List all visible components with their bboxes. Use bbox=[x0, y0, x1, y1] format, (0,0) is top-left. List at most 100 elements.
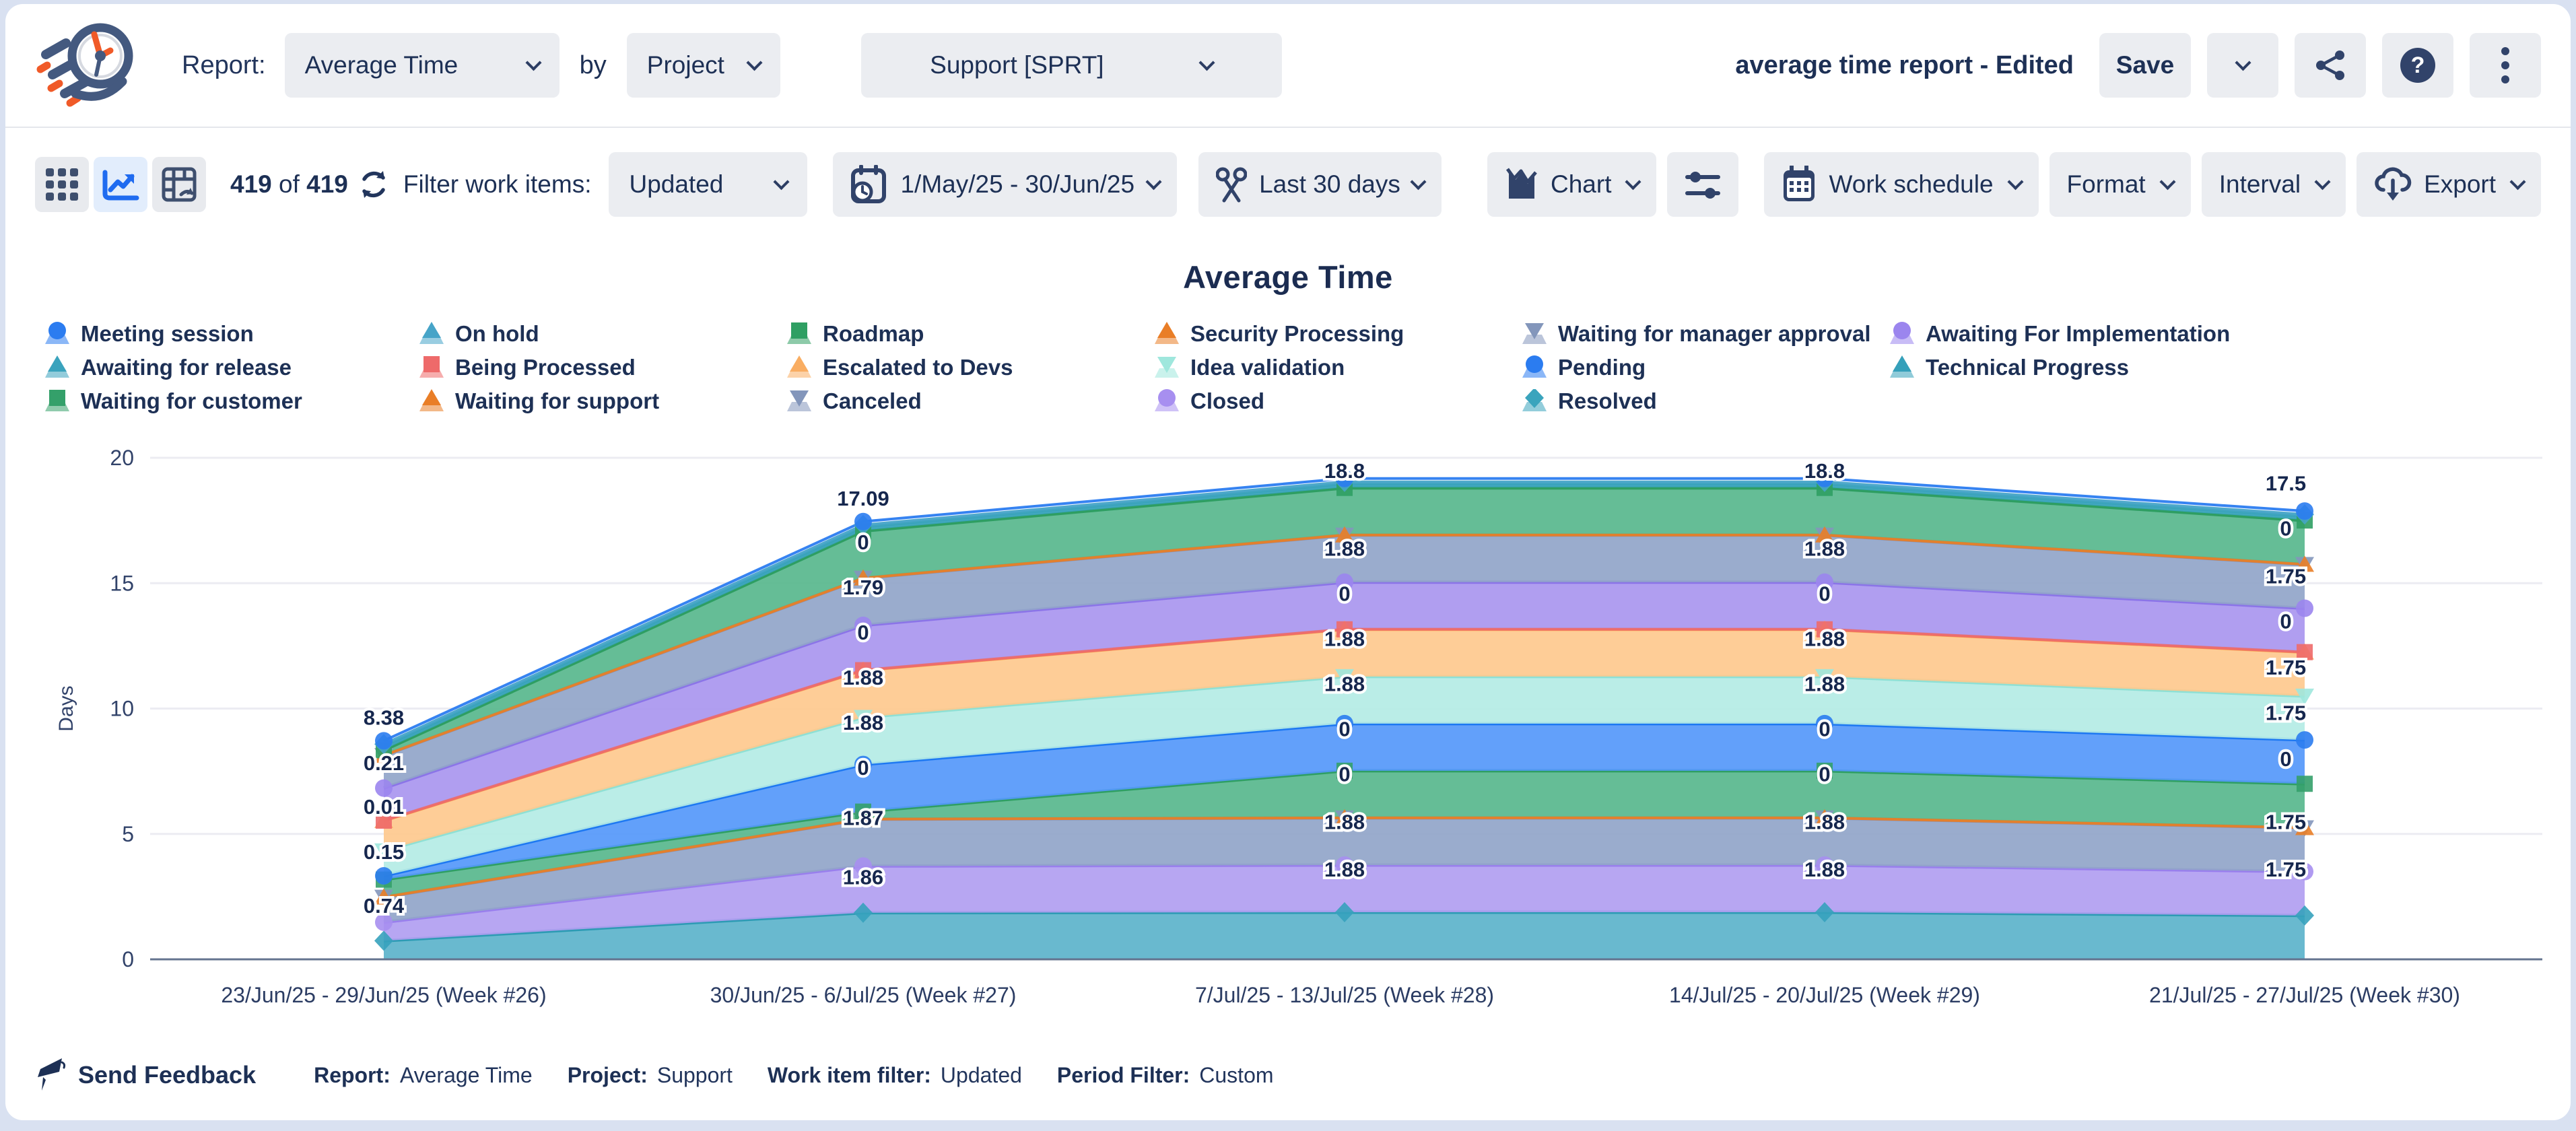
kebab-menu-icon bbox=[2501, 47, 2509, 83]
sliders-icon bbox=[1685, 172, 1721, 199]
refresh-button[interactable] bbox=[358, 168, 390, 201]
work-schedule-label: Work schedule bbox=[1829, 170, 1994, 198]
y-axis-label: Days bbox=[55, 685, 77, 731]
footer-report-summary: Report: Average Time bbox=[314, 1062, 533, 1087]
data-label: 1.88 bbox=[843, 711, 883, 734]
view-grid-button[interactable] bbox=[35, 157, 89, 212]
legend-item-closed[interactable]: Closed bbox=[1153, 388, 1520, 414]
y-axis-tick: 20 bbox=[110, 446, 134, 470]
data-label: 1.88 bbox=[1804, 537, 1845, 560]
legend-item-waiting-for-support[interactable]: Waiting for support bbox=[417, 388, 785, 414]
chevron-down-icon bbox=[2007, 173, 2024, 190]
save-options-button[interactable] bbox=[2207, 33, 2278, 98]
legend-marker-icon bbox=[787, 322, 811, 344]
legend-item-resolved[interactable]: Resolved bbox=[1520, 388, 1888, 414]
refresh-icon bbox=[362, 171, 385, 198]
date-range-value: 1/May/25 - 30/Jun/25 bbox=[900, 170, 1135, 198]
group-by-value: Project bbox=[646, 51, 724, 79]
legend-item-on-hold[interactable]: On hold bbox=[417, 321, 785, 347]
quick-range-button[interactable]: Last 30 days bbox=[1198, 152, 1442, 217]
legend-item-waiting-for-manager-approval[interactable]: Waiting for manager approval bbox=[1520, 321, 1888, 347]
more-options-button[interactable] bbox=[2470, 33, 2541, 98]
format-button[interactable]: Format bbox=[2049, 152, 2191, 217]
legend-item-canceled[interactable]: Canceled bbox=[785, 388, 1153, 414]
legend-item-security-processing[interactable]: Security Processing bbox=[1153, 321, 1520, 347]
legend-item-awaiting-for-implementation[interactable]: Awaiting For Implementation bbox=[1888, 321, 2571, 347]
save-button[interactable]: Save bbox=[2099, 33, 2191, 98]
legend-marker-icon bbox=[1522, 389, 1547, 411]
legend-item-idea-validation[interactable]: Idea validation bbox=[1153, 355, 1520, 380]
filter-field-select[interactable]: Updated bbox=[609, 152, 808, 217]
quick-range-value: Last 30 days bbox=[1259, 170, 1400, 198]
footer-project-summary: Project: Support bbox=[567, 1062, 733, 1087]
calendar-clock-icon bbox=[851, 165, 887, 203]
chevron-down-icon bbox=[1198, 54, 1215, 71]
area-band-2 bbox=[384, 817, 2305, 922]
data-label: 1.88 bbox=[1804, 672, 1845, 695]
date-range-button[interactable]: 1/May/25 - 30/Jun/25 bbox=[833, 152, 1178, 217]
svg-text:?: ? bbox=[2411, 53, 2425, 78]
calendar-icon bbox=[1784, 166, 1815, 201]
legend-item-technical-progress[interactable]: Technical Progress bbox=[1888, 355, 2571, 380]
legend-item-waiting-for-customer[interactable]: Waiting for customer bbox=[43, 388, 417, 414]
chart-settings-button[interactable] bbox=[1667, 152, 1739, 217]
project-select[interactable]: Support [SPRT] bbox=[860, 33, 1282, 98]
legend-item-awaiting-for-release[interactable]: Awaiting for release bbox=[43, 355, 417, 380]
legend-item-being-processed[interactable]: Being Processed bbox=[417, 355, 785, 380]
legend-item-meeting-session[interactable]: Meeting session bbox=[43, 321, 417, 347]
legend-marker-icon bbox=[419, 356, 444, 378]
chevron-down-icon bbox=[1625, 173, 1642, 190]
data-label: 0.01 bbox=[364, 795, 404, 819]
report-type-select[interactable]: Average Time bbox=[284, 33, 560, 98]
interval-button[interactable]: Interval bbox=[2201, 152, 2346, 217]
data-label: 0.74 bbox=[364, 894, 405, 918]
data-label: 1.75 bbox=[2266, 858, 2306, 881]
legend-marker-icon bbox=[1155, 389, 1179, 411]
chevron-down-icon bbox=[2159, 173, 2176, 190]
grid-view-icon bbox=[46, 168, 78, 201]
help-button[interactable]: ? bbox=[2382, 33, 2453, 98]
chart-type-button[interactable]: Chart bbox=[1487, 152, 1657, 217]
megaphone-icon bbox=[38, 1058, 66, 1091]
y-axis-tick: 5 bbox=[122, 822, 134, 846]
data-label: 1.75 bbox=[2266, 564, 2306, 588]
data-label: 0 bbox=[1819, 582, 1830, 605]
chevron-down-icon bbox=[1410, 173, 1427, 190]
chart-type-label: Chart bbox=[1551, 170, 1612, 198]
group-by-select[interactable]: Project bbox=[626, 33, 780, 98]
area-band-0 bbox=[384, 912, 2305, 959]
view-chart-button[interactable] bbox=[94, 157, 147, 212]
work-item-count: 419 of 419 bbox=[230, 170, 348, 198]
data-label: 1.88 bbox=[843, 666, 883, 689]
chevron-down-icon bbox=[773, 173, 790, 190]
send-feedback-button[interactable]: Send Feedback bbox=[35, 1057, 256, 1093]
data-label: 18.8 bbox=[1324, 459, 1365, 483]
pivot-table-icon bbox=[162, 167, 197, 202]
legend-item-roadmap[interactable]: Roadmap bbox=[785, 321, 1153, 347]
help-icon: ? bbox=[2400, 48, 2435, 83]
average-time-chart[interactable]: 0 5 10 15 20 Days 8.38 0.21 0.01 0.15 0.74 17.09 0 1.… bbox=[5, 421, 2571, 1031]
legend-marker-icon bbox=[1522, 323, 1547, 344]
legend-marker-icon bbox=[419, 389, 444, 411]
data-label: 17.09 bbox=[837, 487, 889, 510]
interval-label: Interval bbox=[2218, 170, 2301, 198]
area-band-12 bbox=[384, 487, 2305, 756]
header-divider bbox=[5, 127, 2571, 128]
area-chart-icon bbox=[1505, 168, 1537, 199]
app-logo-icon bbox=[36, 23, 133, 107]
data-label: 0 bbox=[2280, 516, 2291, 540]
share-button[interactable] bbox=[2295, 33, 2366, 98]
app-card: Report: Average Time by Project Support … bbox=[5, 4, 2571, 1120]
chevron-down-icon bbox=[525, 54, 542, 71]
data-label: 1.86 bbox=[843, 865, 883, 889]
work-schedule-button[interactable]: Work schedule bbox=[1764, 152, 2039, 217]
y-axis-tick: 15 bbox=[110, 571, 134, 595]
view-pivot-button[interactable] bbox=[152, 157, 206, 212]
app-header: Report: Average Time by Project Support … bbox=[5, 4, 2571, 127]
scissors-icon bbox=[1216, 167, 1248, 203]
export-button[interactable]: Export bbox=[2357, 152, 2541, 217]
legend-item-escalated-to-devs[interactable]: Escalated to Devs bbox=[785, 355, 1153, 380]
toolbar: 419 of 419 Filter work items: Updated bbox=[5, 128, 2571, 241]
legend-item-pending[interactable]: Pending bbox=[1520, 355, 1888, 380]
legend-marker-icon bbox=[1522, 355, 1547, 378]
